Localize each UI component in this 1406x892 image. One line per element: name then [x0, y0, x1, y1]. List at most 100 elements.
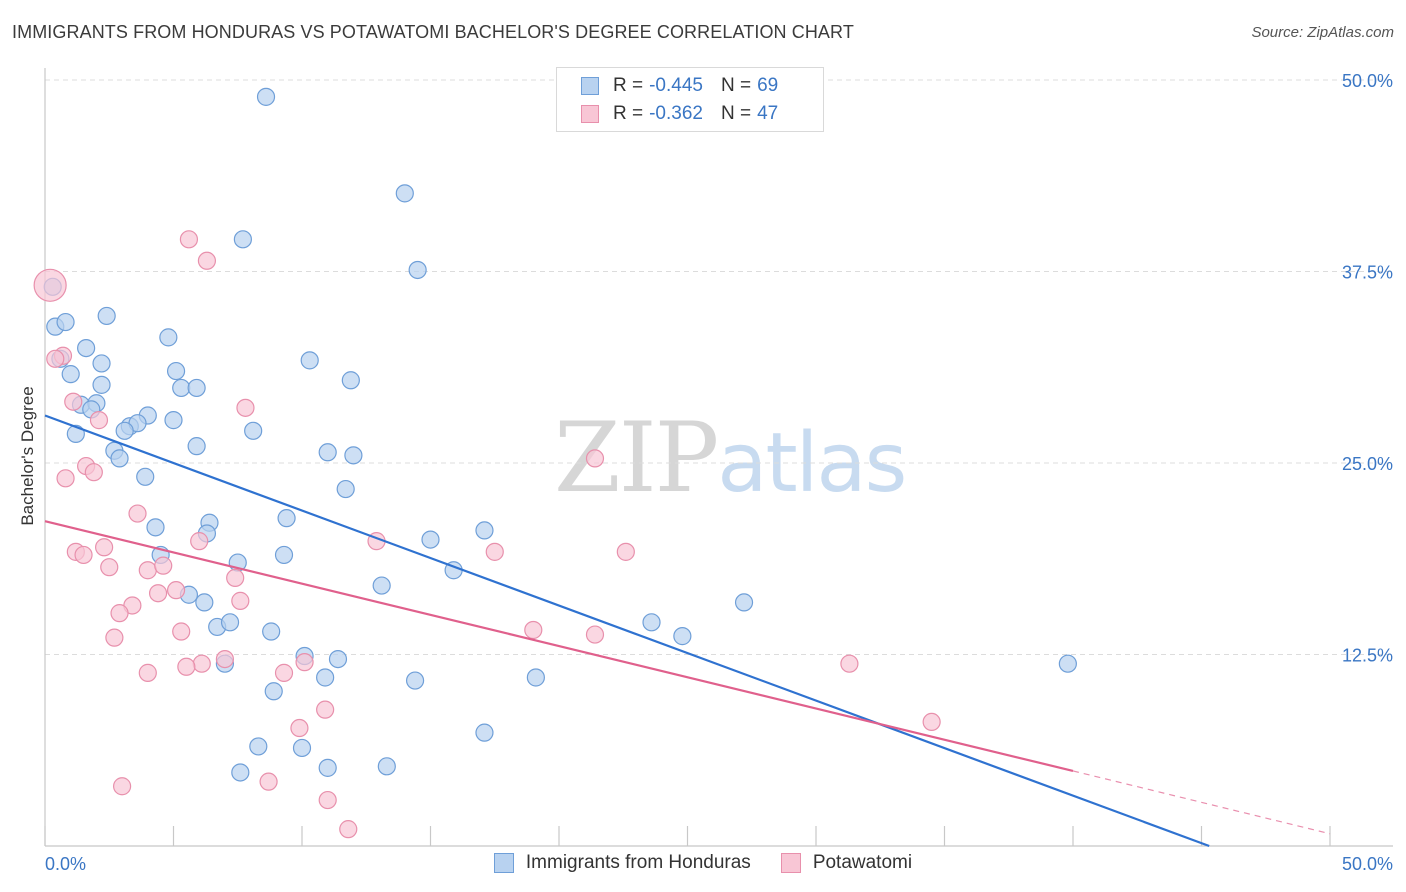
- point-potawatomi: [290, 718, 309, 738]
- series-legend: Immigrants from Honduras Potawatomi: [0, 852, 1406, 874]
- point-honduras: [187, 437, 206, 456]
- point-honduras: [97, 306, 116, 326]
- point-honduras: [274, 545, 294, 565]
- point-potawatomi: [259, 772, 278, 791]
- point-potawatomi: [215, 649, 234, 669]
- point-honduras: [300, 351, 319, 370]
- point-honduras: [166, 361, 186, 381]
- point-honduras: [195, 593, 214, 612]
- point-potawatomi: [46, 349, 65, 368]
- point-potawatomi: [64, 392, 83, 411]
- point-honduras: [92, 375, 111, 394]
- legend-label-honduras: Immigrants from Honduras: [525, 852, 751, 873]
- point-honduras: [115, 421, 134, 440]
- point-honduras: [377, 757, 396, 776]
- legend-label-potawatomi: Potawatomi: [812, 852, 913, 873]
- point-honduras: [77, 339, 96, 358]
- point-potawatomi: [236, 398, 255, 417]
- point-honduras: [249, 737, 268, 756]
- trendline-honduras: [44, 414, 1210, 848]
- point-potawatomi: [128, 504, 147, 523]
- source-label: Source: ZipAtlas.com: [1251, 24, 1394, 41]
- point-potawatomi: [56, 469, 75, 488]
- point-honduras: [372, 576, 391, 595]
- point-potawatomi: [105, 628, 124, 647]
- point-honduras: [61, 365, 80, 384]
- point-potawatomi: [148, 584, 168, 603]
- point-honduras: [673, 627, 692, 646]
- x-tick-label: 50.0%: [1342, 854, 1393, 874]
- point-honduras: [421, 530, 440, 549]
- y-tick-label: 50.0%: [1342, 71, 1393, 91]
- point-potawatomi: [138, 561, 157, 580]
- point-honduras: [136, 467, 155, 486]
- point-potawatomi: [485, 542, 504, 561]
- point-honduras: [262, 622, 281, 641]
- point-honduras: [336, 479, 355, 499]
- point-honduras: [1058, 654, 1077, 673]
- point-potawatomi: [166, 581, 186, 600]
- point-honduras: [164, 411, 183, 430]
- point-potawatomi: [197, 251, 217, 270]
- point-honduras: [172, 378, 191, 398]
- point-potawatomi: [112, 777, 132, 796]
- n-value: 47: [757, 103, 779, 124]
- point-potawatomi: [524, 620, 543, 640]
- point-honduras: [344, 446, 363, 465]
- point-honduras: [233, 230, 252, 249]
- point-honduras: [292, 738, 312, 758]
- point-honduras: [475, 723, 494, 742]
- point-honduras: [264, 682, 283, 701]
- point-potawatomi: [177, 657, 196, 676]
- point-potawatomi: [95, 538, 114, 557]
- r-label: R =: [613, 103, 644, 124]
- point-potawatomi: [316, 700, 335, 719]
- point-potawatomi: [190, 532, 209, 551]
- swatch-honduras: [581, 77, 599, 95]
- point-potawatomi: [89, 411, 109, 430]
- point-potawatomi: [585, 449, 605, 468]
- point-potawatomi: [585, 625, 605, 644]
- point-potawatomi: [74, 545, 93, 565]
- point-potawatomi: [318, 790, 337, 810]
- trendline-extension-potawatomi: [1072, 770, 1331, 835]
- point-potawatomi: [110, 604, 129, 623]
- point-potawatomi: [100, 558, 119, 577]
- point-honduras: [159, 328, 178, 347]
- point-potawatomi: [840, 654, 859, 673]
- r-value: -0.445: [649, 75, 703, 96]
- r-value: -0.362: [649, 103, 703, 124]
- stats-legend: R = -0.445 N = 69 R = -0.362 N = 47: [556, 67, 824, 132]
- point-potawatomi: [84, 463, 103, 482]
- legend-swatch-honduras: [493, 853, 514, 873]
- legend-item-potawatomi: Potawatomi: [780, 852, 913, 874]
- y-tick-label: 25.0%: [1342, 454, 1393, 474]
- point-potawatomi: [339, 820, 358, 839]
- point-potawatomi: [138, 663, 157, 682]
- point-potawatomi: [154, 556, 173, 575]
- point-honduras: [244, 421, 263, 440]
- point-honduras: [408, 260, 427, 280]
- point-potawatomi: [922, 712, 941, 732]
- point-honduras: [734, 593, 754, 612]
- point-honduras: [475, 521, 494, 540]
- legend-swatch-potawatomi: [780, 853, 801, 873]
- n-label: N =: [720, 103, 752, 124]
- stats-row-potawatomi: R = -0.362 N = 47: [581, 101, 778, 127]
- point-potawatomi: [179, 230, 199, 249]
- watermark-zip: ZIP: [554, 402, 719, 514]
- stats-row-honduras: R = -0.445 N = 69: [581, 73, 778, 99]
- n-value: 69: [757, 75, 779, 96]
- trendline-potawatomi: [44, 520, 1074, 773]
- point-honduras: [146, 518, 165, 537]
- n-label: N =: [720, 75, 752, 96]
- point-honduras: [316, 668, 335, 687]
- point-honduras: [110, 449, 129, 468]
- point-potawatomi: [274, 663, 294, 682]
- x-tick-label: 0.0%: [45, 854, 86, 874]
- point-honduras: [405, 671, 425, 690]
- point-honduras: [526, 668, 545, 687]
- point-honduras: [318, 443, 337, 462]
- legend-item-honduras: Immigrants from Honduras: [493, 852, 751, 874]
